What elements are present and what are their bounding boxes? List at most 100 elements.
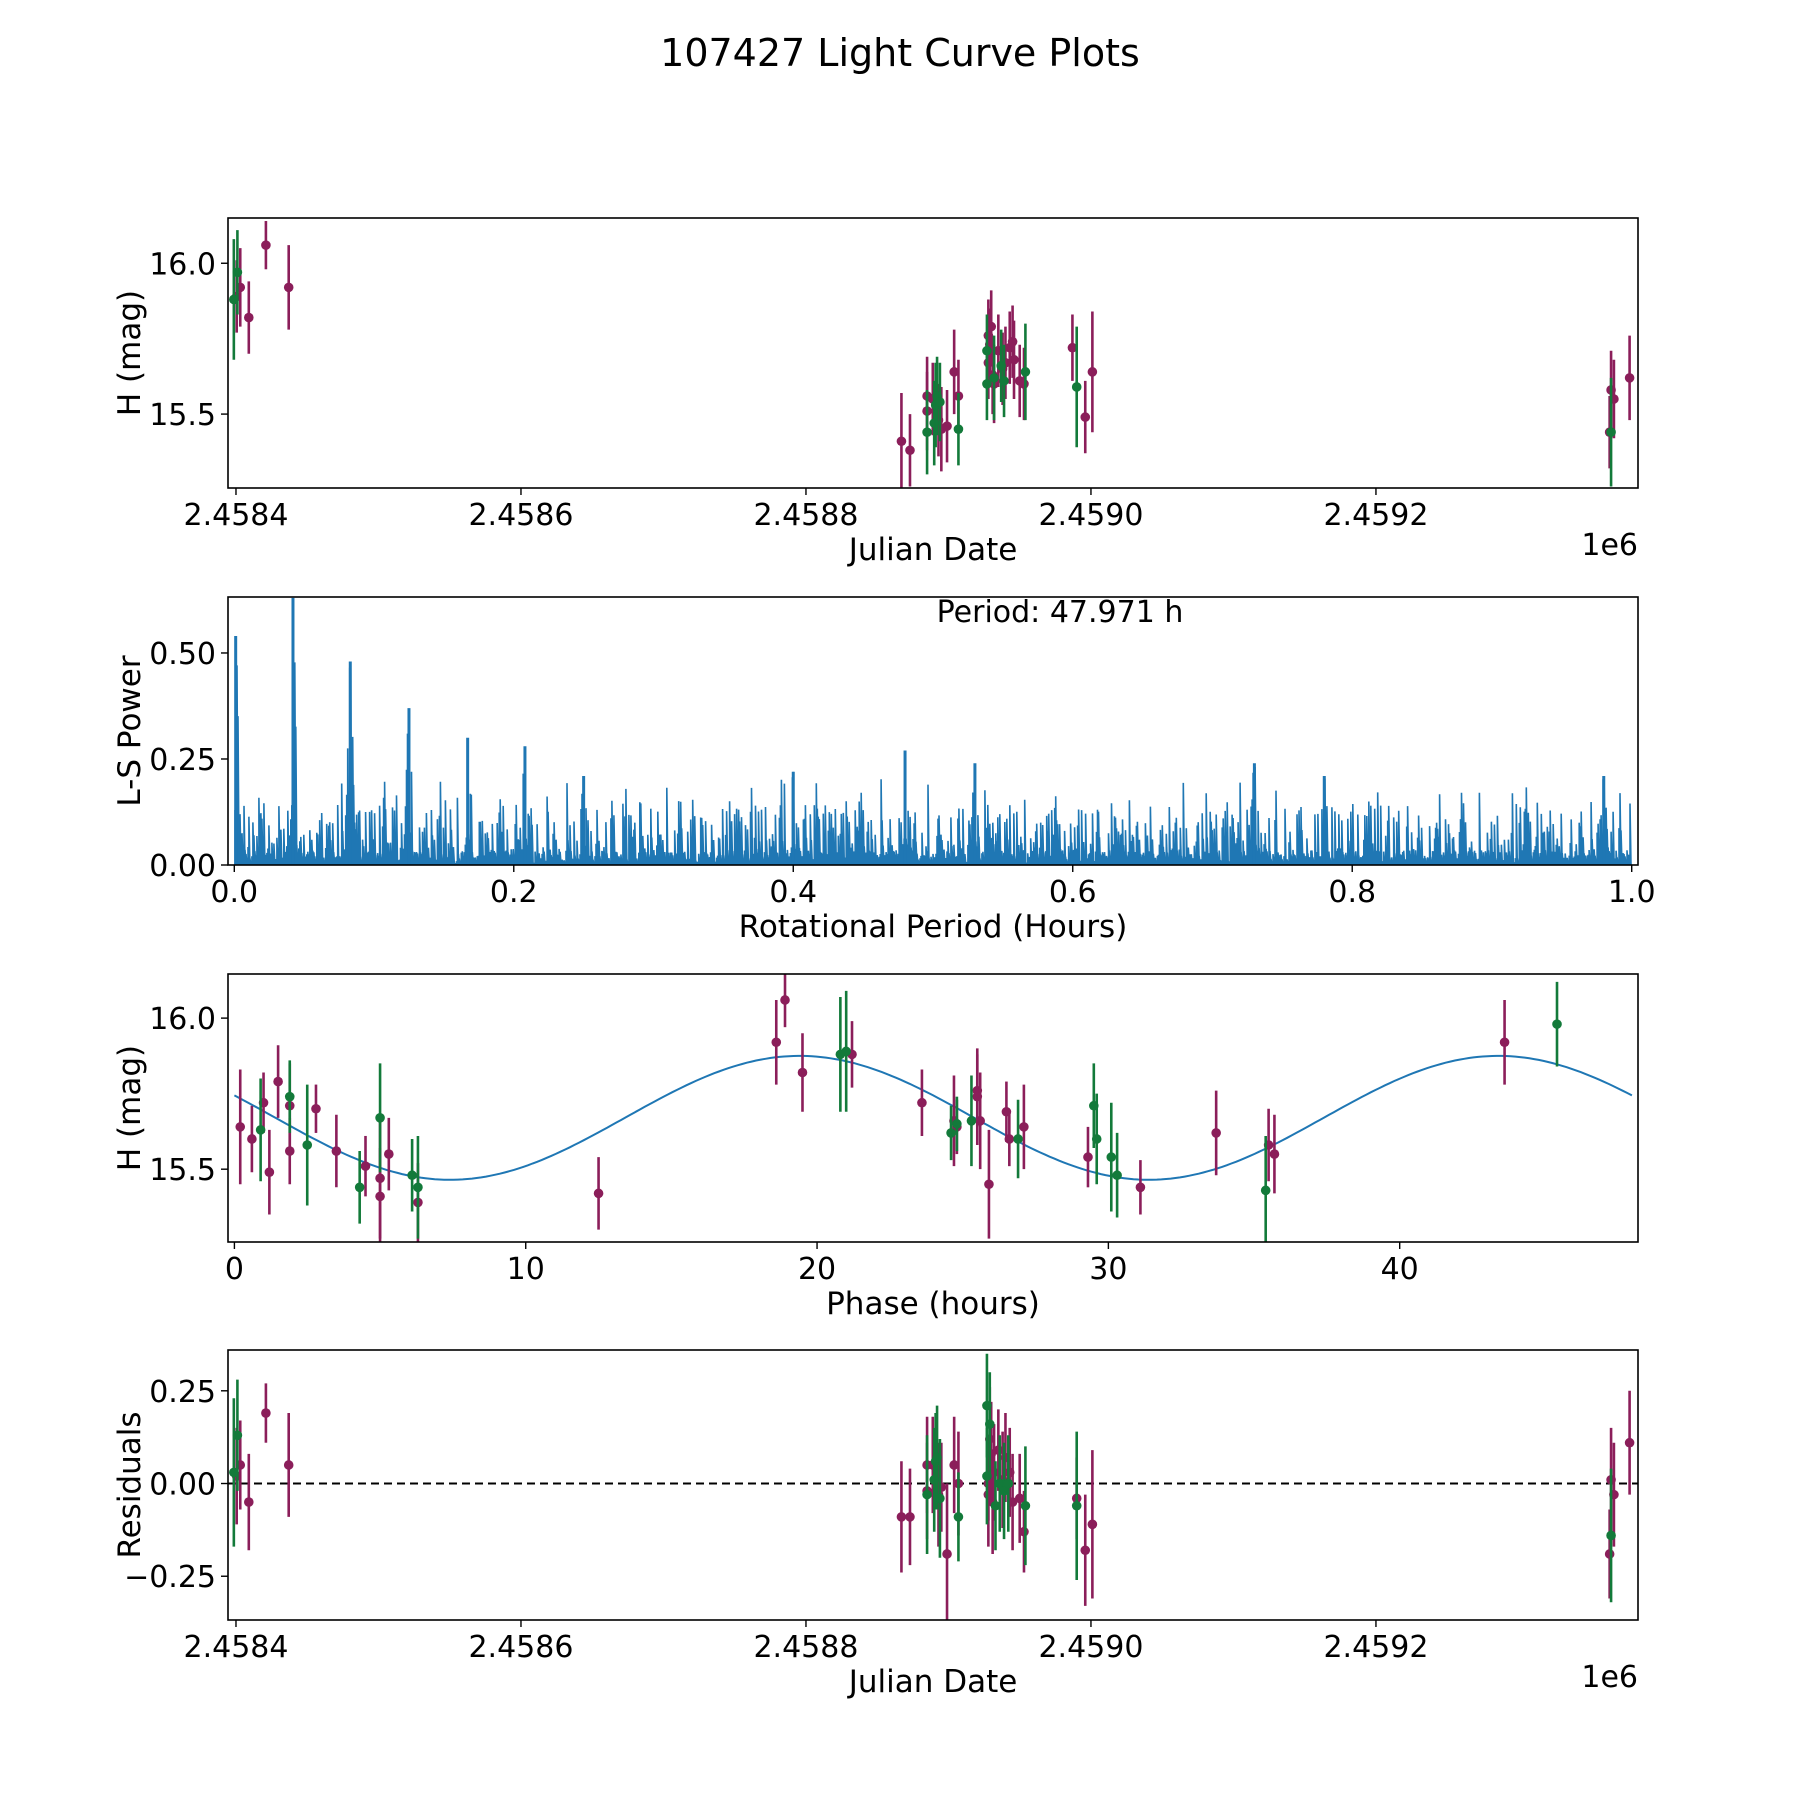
x-tick-label: 0 — [225, 1252, 244, 1287]
axes-frame — [227, 973, 1639, 1243]
data-point — [1211, 1128, 1221, 1138]
data-point — [311, 1103, 321, 1114]
data-point — [1003, 1478, 1014, 1489]
data-point — [942, 421, 952, 431]
data-point — [1499, 1037, 1510, 1048]
data-point — [1269, 1149, 1280, 1159]
data-point — [1080, 1545, 1091, 1556]
x-tick-label: 2.4586 — [468, 498, 573, 533]
period-annotation: Period: 47.971 h — [937, 595, 1184, 630]
data-point — [1020, 1500, 1031, 1511]
data-point — [922, 1489, 932, 1500]
data-point — [284, 1146, 295, 1156]
series-green — [229, 230, 1616, 487]
data-point — [384, 1149, 394, 1159]
x-tick-label: 2.4592 — [1323, 1630, 1428, 1665]
data-point — [1087, 1519, 1098, 1530]
data-point — [982, 379, 992, 389]
series-green — [229, 1353, 1616, 1603]
fit-curve — [233, 1054, 1633, 1181]
plot-area — [229, 221, 1635, 488]
data-point — [935, 397, 945, 407]
y-tick-label: −0.25 — [124, 1560, 216, 1595]
data-point — [1080, 412, 1091, 422]
x-axis-label: Phase (hours) — [826, 1286, 1040, 1322]
plot-area — [234, 597, 1632, 865]
data-point — [935, 1493, 945, 1504]
x-tick-label: 2.4588 — [753, 1630, 858, 1665]
data-point — [375, 1191, 385, 1202]
data-point — [360, 1161, 371, 1171]
y-axis-label: H (mag) — [112, 290, 148, 416]
x-tick-label: 0.6 — [1049, 875, 1097, 910]
data-point — [946, 1128, 956, 1138]
x-tick-label: 0.4 — [769, 875, 817, 910]
data-point — [922, 427, 932, 437]
data-point — [413, 1182, 423, 1193]
data-point — [841, 1046, 851, 1057]
data-point — [261, 1408, 271, 1418]
data-point — [990, 1500, 1001, 1511]
panel-lightcurve: 2.4584 2.4586 2.4588 2.4590 2.4592 15.5 16.0 Ju… — [112, 217, 1639, 568]
data-point — [896, 436, 907, 447]
y-tick-label: 0.00 — [149, 1468, 216, 1503]
data-point — [797, 1067, 808, 1078]
data-point — [1013, 1134, 1023, 1144]
y-axis-label: L-S Power — [112, 655, 148, 806]
x-tick-label: 0.2 — [490, 875, 538, 910]
x-tick-label: 2.4586 — [468, 1630, 573, 1665]
data-point — [1552, 1019, 1562, 1029]
data-point — [1604, 1549, 1615, 1559]
data-point — [235, 1122, 246, 1132]
x-axis-label: Julian Date — [847, 532, 1018, 568]
y-tick-label: 0.00 — [149, 849, 216, 884]
data-point — [1019, 379, 1029, 389]
y-axis-label: Residuals — [112, 1411, 148, 1558]
axes-frame — [227, 217, 1639, 489]
data-point — [780, 995, 790, 1005]
y-tick-label: 16.0 — [149, 247, 216, 282]
data-point — [952, 1119, 962, 1129]
x-tick-label: 0.0 — [210, 875, 258, 910]
data-point — [264, 1167, 275, 1178]
data-point — [917, 1097, 927, 1108]
data-point — [1106, 1152, 1117, 1162]
data-point — [771, 1037, 782, 1048]
panel-phased: 0 10 20 30 40 15.5 16.0 Phase (hours) H (mag) — [112, 973, 1639, 1322]
data-point — [255, 1125, 266, 1135]
data-point — [953, 424, 964, 434]
plot-area — [228, 1353, 1638, 1620]
data-point — [1606, 1530, 1616, 1541]
data-point — [283, 1460, 294, 1470]
x-tick-label: 0.8 — [1328, 875, 1376, 910]
x-tick-label: 2.4590 — [1038, 1630, 1143, 1665]
y-tick-label: 15.5 — [149, 1153, 216, 1188]
data-point — [896, 1512, 907, 1522]
x-axis-label: Rotational Period (Hours) — [739, 909, 1128, 945]
x-axis-label: Julian Date — [847, 1664, 1018, 1700]
data-point — [1004, 1134, 1015, 1144]
data-point — [905, 445, 915, 456]
data-point — [942, 1549, 952, 1559]
x-tick-label: 2.4592 — [1323, 498, 1428, 533]
data-point — [1091, 1134, 1102, 1144]
data-point — [949, 1460, 959, 1470]
axes-frame — [227, 1349, 1639, 1621]
data-point — [232, 1430, 243, 1441]
data-point — [1083, 1152, 1093, 1162]
data-point — [1019, 1122, 1029, 1132]
series-green — [255, 981, 1562, 1242]
y-tick-label: 16.0 — [149, 1002, 216, 1037]
y-tick-label: 15.5 — [149, 398, 216, 433]
data-point — [1071, 382, 1082, 392]
x-tick-label: 1.0 — [1608, 875, 1656, 910]
data-point — [1260, 1185, 1271, 1196]
x-tick-label: 30 — [1089, 1252, 1127, 1287]
data-point — [354, 1182, 365, 1193]
data-point — [994, 1478, 1005, 1489]
data-point — [244, 1497, 254, 1507]
data-point — [1020, 367, 1031, 377]
data-point — [1135, 1182, 1146, 1193]
y-tick-label: 0.50 — [149, 637, 216, 672]
data-point — [1014, 1493, 1025, 1504]
